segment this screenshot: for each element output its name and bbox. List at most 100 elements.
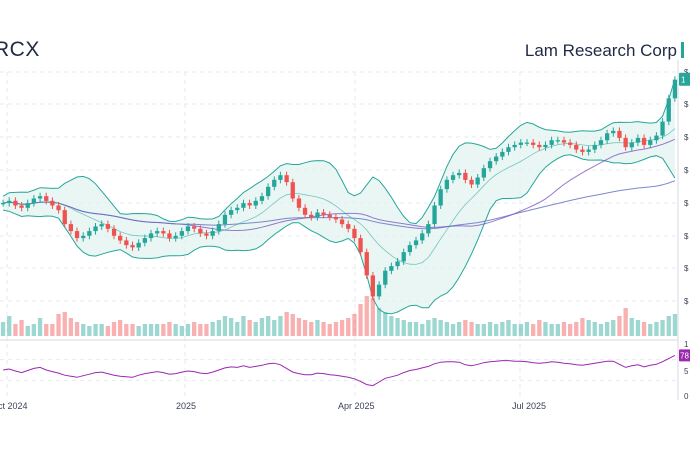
candle-body xyxy=(537,144,542,148)
volume-bar xyxy=(438,320,443,336)
candle-body xyxy=(192,226,197,229)
volume-bar xyxy=(309,322,314,336)
candle-body xyxy=(130,245,135,248)
candle-body xyxy=(574,144,579,150)
candle-body xyxy=(512,144,517,148)
volume-bar xyxy=(259,318,265,336)
candle-body xyxy=(469,179,474,185)
volume-bar xyxy=(0,322,6,336)
bollinger-lower xyxy=(3,154,676,315)
candle-body xyxy=(531,142,536,145)
candle-body xyxy=(463,172,468,180)
candle-body xyxy=(124,240,129,246)
volume-bar xyxy=(155,324,160,336)
candle-body xyxy=(568,142,573,145)
x-axis-label: Jul 2025 xyxy=(512,401,546,411)
candle-body xyxy=(444,179,449,190)
candle-body xyxy=(376,284,382,297)
volume-bar xyxy=(426,320,431,336)
candle-body xyxy=(413,240,419,246)
candle-body xyxy=(555,140,560,142)
candle-body xyxy=(339,219,345,225)
moving-average-long xyxy=(3,180,676,230)
ticker-symbol: RCX xyxy=(0,38,40,61)
x-axis-label: 2025 xyxy=(176,401,196,411)
candle-body xyxy=(327,214,332,218)
candle-body xyxy=(321,212,326,215)
candle-body xyxy=(580,149,585,152)
candle-body xyxy=(524,142,530,144)
candle-body xyxy=(654,135,659,141)
candle-body xyxy=(611,130,616,134)
candle-body xyxy=(302,207,308,215)
candle-body xyxy=(605,133,610,141)
candle-body xyxy=(111,228,117,236)
candle-body xyxy=(333,217,339,220)
volume-bar xyxy=(648,324,653,336)
volume-bar xyxy=(50,324,55,336)
rsi-tick-label: 1 xyxy=(684,340,689,349)
volume-bar xyxy=(81,324,86,336)
volume-bar xyxy=(611,320,616,336)
volume-bar xyxy=(229,318,234,336)
candle-body xyxy=(401,252,406,262)
volume-bar xyxy=(395,318,400,336)
candle-body xyxy=(506,147,511,152)
volume-bar xyxy=(272,320,277,336)
candle-body xyxy=(241,203,246,208)
candle-body xyxy=(253,200,258,206)
candle-body xyxy=(450,175,456,180)
volume-bar xyxy=(93,324,98,336)
candle-body xyxy=(87,231,92,236)
price-tick-label: $ xyxy=(684,232,689,241)
candle-body xyxy=(296,198,302,208)
volume-bar xyxy=(549,324,554,336)
volume-bar xyxy=(487,322,493,336)
company-name-text: Lam Research Corp xyxy=(524,41,677,60)
volume-bar xyxy=(432,318,437,336)
candle-body xyxy=(229,210,234,215)
volume-bar xyxy=(469,322,474,336)
company-name: Lam Research Corp xyxy=(525,41,684,61)
volume-bar xyxy=(210,322,215,336)
candle-body xyxy=(68,224,73,232)
candle-body xyxy=(142,238,147,243)
volume-bar xyxy=(247,320,252,336)
volume-bar xyxy=(580,318,585,336)
candle-body xyxy=(266,186,271,197)
candle-body xyxy=(407,245,412,253)
candle-body xyxy=(37,196,43,199)
volume-bar xyxy=(124,324,129,336)
price-tick-label: $ xyxy=(684,199,689,208)
volume-bar xyxy=(87,326,92,336)
candle-body xyxy=(561,140,567,143)
price-tick-label: $ xyxy=(684,264,689,273)
candle-body xyxy=(364,252,369,276)
price-tick-label: $ xyxy=(684,68,689,77)
volume-bar xyxy=(99,324,104,336)
volume-bar xyxy=(327,324,332,336)
candle-body xyxy=(136,242,141,248)
volume-bar xyxy=(672,314,678,336)
candle-body xyxy=(56,205,61,211)
volume-bar xyxy=(204,324,209,336)
candle-body xyxy=(62,210,67,225)
rsi-badge-label: 78 xyxy=(680,351,689,360)
volume-bar xyxy=(339,320,345,336)
volume-bar xyxy=(654,322,659,336)
candle-body xyxy=(185,226,191,232)
price-tick-label: $ xyxy=(684,297,689,306)
volume-bar xyxy=(148,324,154,336)
candle-body xyxy=(13,200,18,206)
candle-body xyxy=(370,275,375,297)
volume-bar xyxy=(598,324,604,336)
volume-bar xyxy=(56,314,61,336)
volume-bar xyxy=(167,322,172,336)
volume-bar xyxy=(561,322,567,336)
volume-bar xyxy=(235,322,240,336)
volume-bar xyxy=(568,324,573,336)
volume-bar xyxy=(278,316,283,336)
candle-body xyxy=(641,137,647,145)
volume-bar xyxy=(537,320,542,336)
